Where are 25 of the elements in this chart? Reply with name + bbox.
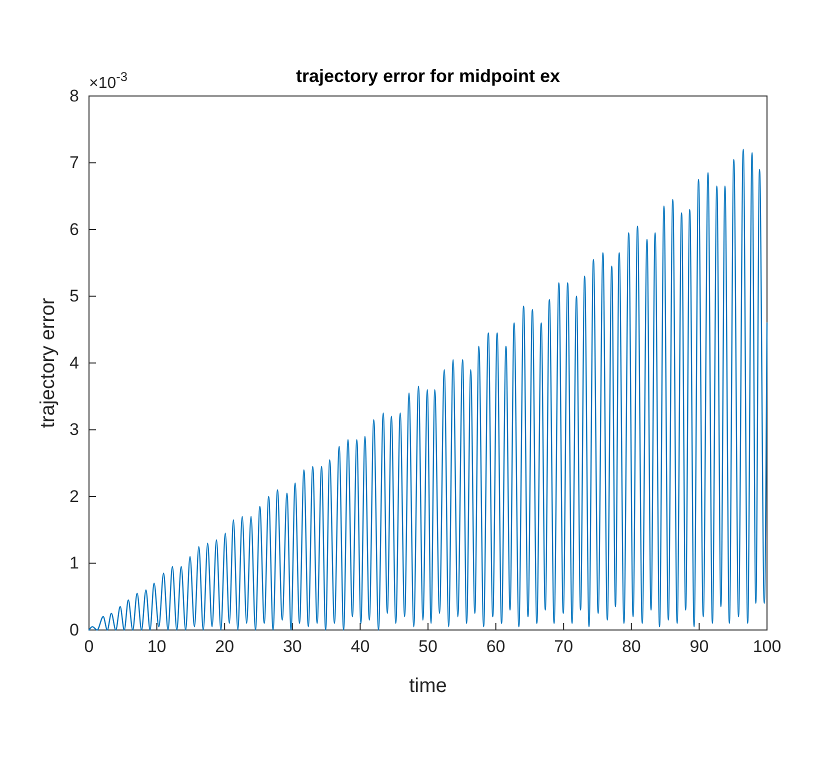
- x-tick-label: 30: [282, 637, 302, 656]
- x-axis-title: time: [409, 675, 447, 697]
- y-axis-title: trajectory error: [37, 298, 59, 428]
- chart-title: trajectory error for midpoint ex: [296, 66, 560, 86]
- y-tick-label: 8: [70, 86, 79, 106]
- y-tick-label: 6: [70, 220, 79, 239]
- x-tick-label: 80: [622, 637, 641, 656]
- x-tick-label: 90: [690, 637, 709, 656]
- y-tick-label: 0: [70, 620, 79, 640]
- x-tick-label: 70: [554, 637, 574, 656]
- x-tick-label: 100: [752, 637, 782, 656]
- y-tick-label: 3: [70, 420, 79, 440]
- x-tick-label: 40: [350, 637, 370, 656]
- y-tick-label: 2: [70, 486, 79, 506]
- x-tick-label: 0: [84, 637, 94, 656]
- y-tick-label: 5: [70, 286, 79, 306]
- line-series: [88, 148, 768, 631]
- y-tick-label: 1: [70, 554, 79, 573]
- x-tick-label: 10: [147, 637, 166, 656]
- y-tick-label: 7: [70, 153, 79, 172]
- y-tick-label: 4: [70, 353, 79, 372]
- x-tick-label: 50: [418, 637, 438, 656]
- x-tick-label: 20: [215, 637, 234, 656]
- text: ×10$^{-3}$: [89, 68, 128, 92]
- x-tick-label: 60: [486, 637, 506, 656]
